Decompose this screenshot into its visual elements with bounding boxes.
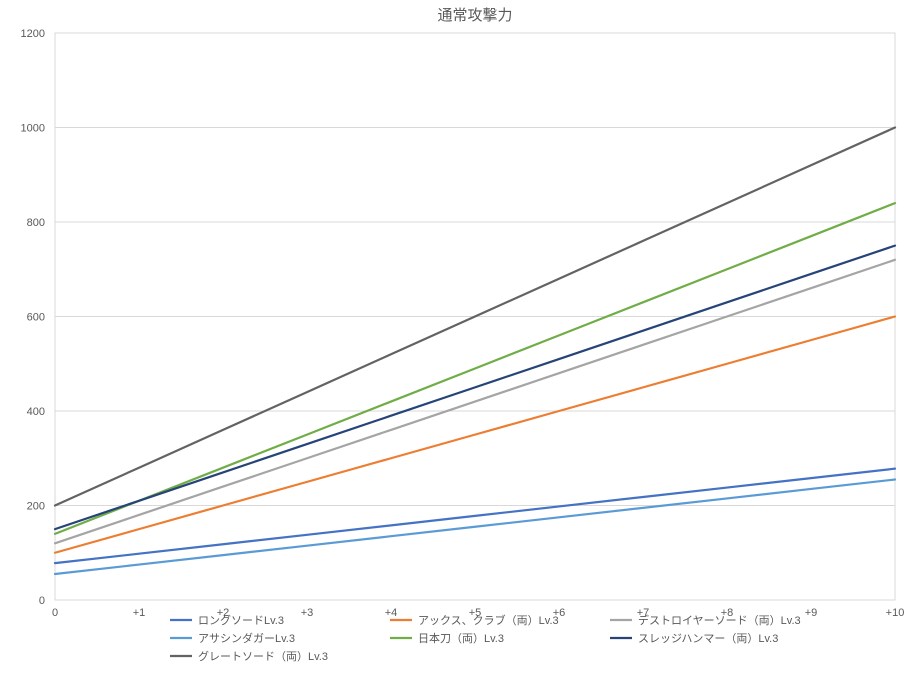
y-tick-label: 800 <box>27 217 45 229</box>
x-tick-label: +3 <box>301 607 314 619</box>
y-tick-label: 200 <box>27 501 45 513</box>
y-tick-label: 400 <box>27 406 45 418</box>
x-tick-label: +9 <box>805 607 818 619</box>
x-tick-label: +4 <box>385 607 398 619</box>
legend-label: 日本刀（両）Lv.3 <box>418 631 504 645</box>
chart-svg: 0200400600800100012000+1+2+3+4+5+6+7+8+9… <box>0 0 913 685</box>
legend-label: ロングソードLv.3 <box>198 613 284 627</box>
legend-label: アックス、クラブ（両）Lv.3 <box>418 613 559 627</box>
legend-label: デストロイヤーソード（両）Lv.3 <box>638 613 801 627</box>
y-tick-label: 1000 <box>21 123 45 135</box>
x-tick-label: 0 <box>52 607 58 619</box>
x-tick-label: +1 <box>133 607 146 619</box>
y-tick-label: 1200 <box>21 28 45 40</box>
chart-title: 通常攻撃力 <box>437 7 512 24</box>
legend-label: アサシンダガーLv.3 <box>198 631 295 645</box>
y-tick-label: 600 <box>27 312 45 324</box>
y-tick-label: 0 <box>39 595 45 607</box>
x-tick-label: +10 <box>886 607 905 619</box>
legend-label: グレートソード（両）Lv.3 <box>198 649 328 663</box>
line-chart: 0200400600800100012000+1+2+3+4+5+6+7+8+9… <box>0 0 913 685</box>
legend-label: スレッジハンマー（両）Lv.3 <box>638 632 778 645</box>
